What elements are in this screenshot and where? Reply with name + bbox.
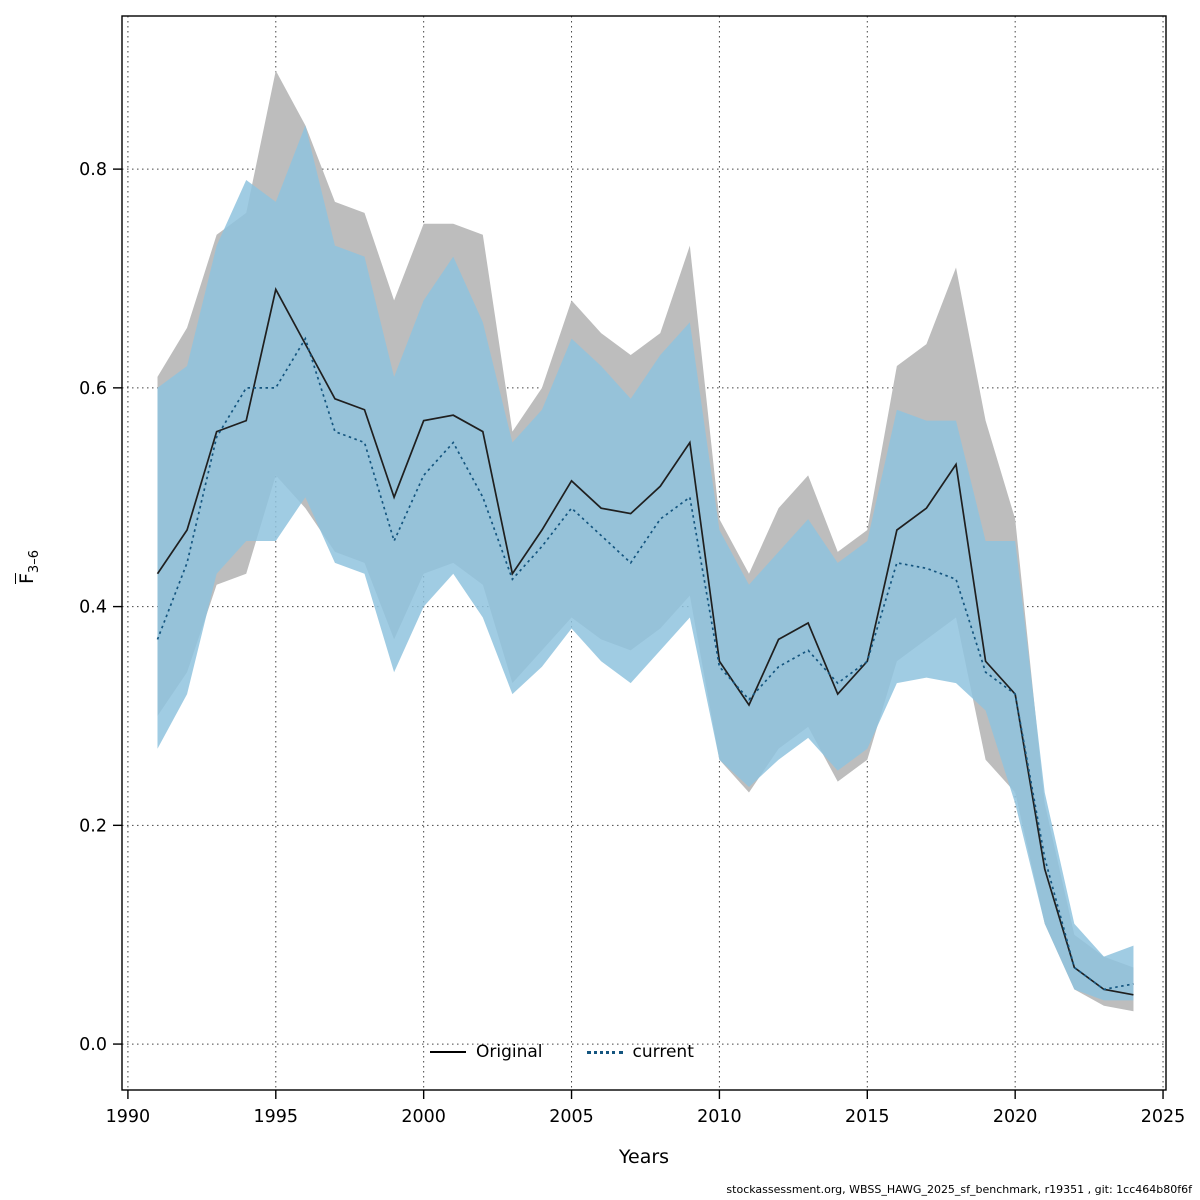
x-tick-label: 2005 (549, 1107, 594, 1127)
legend-label-current: current (632, 1042, 694, 1062)
y-axis-label-symbol: F (16, 573, 38, 584)
legend-item-original: Original (430, 1042, 543, 1062)
y-tick-label: 0.2 (79, 816, 107, 836)
x-tick-label: 2020 (993, 1107, 1038, 1127)
legend-label-original: Original (476, 1042, 543, 1062)
y-axis-label-subscript: 3–6 (26, 550, 42, 574)
y-axis-label: F3–6 (16, 550, 42, 584)
y-tick-label: 0.0 (79, 1035, 107, 1055)
original-line (156, 287, 1134, 996)
x-tick-label: 2000 (401, 1107, 446, 1127)
legend-item-current: current (586, 1042, 694, 1062)
x-tick-label: 2025 (1141, 1107, 1186, 1127)
y-tick-label: 0.6 (79, 379, 107, 399)
y-tick-label: 0.4 (79, 598, 107, 618)
y-tick-label: 0.8 (79, 160, 107, 180)
current-line (156, 336, 1134, 991)
x-axis-label: Years (618, 1146, 670, 1168)
footer-note: stockassessment.org, WBSS_HAWG_2025_sf_b… (726, 1183, 1192, 1196)
x-tick-label: 2010 (697, 1107, 742, 1127)
current-line-swatch (586, 1050, 623, 1054)
x-tick-label: 2015 (845, 1107, 890, 1127)
x-tick-label: 1990 (106, 1107, 151, 1127)
x-tick-label: 1995 (254, 1107, 299, 1127)
legend: Original current (430, 1042, 694, 1062)
original-line-swatch (430, 1051, 466, 1053)
plot-border (121, 15, 1167, 1091)
current-confidence-band (157, 125, 1134, 1001)
